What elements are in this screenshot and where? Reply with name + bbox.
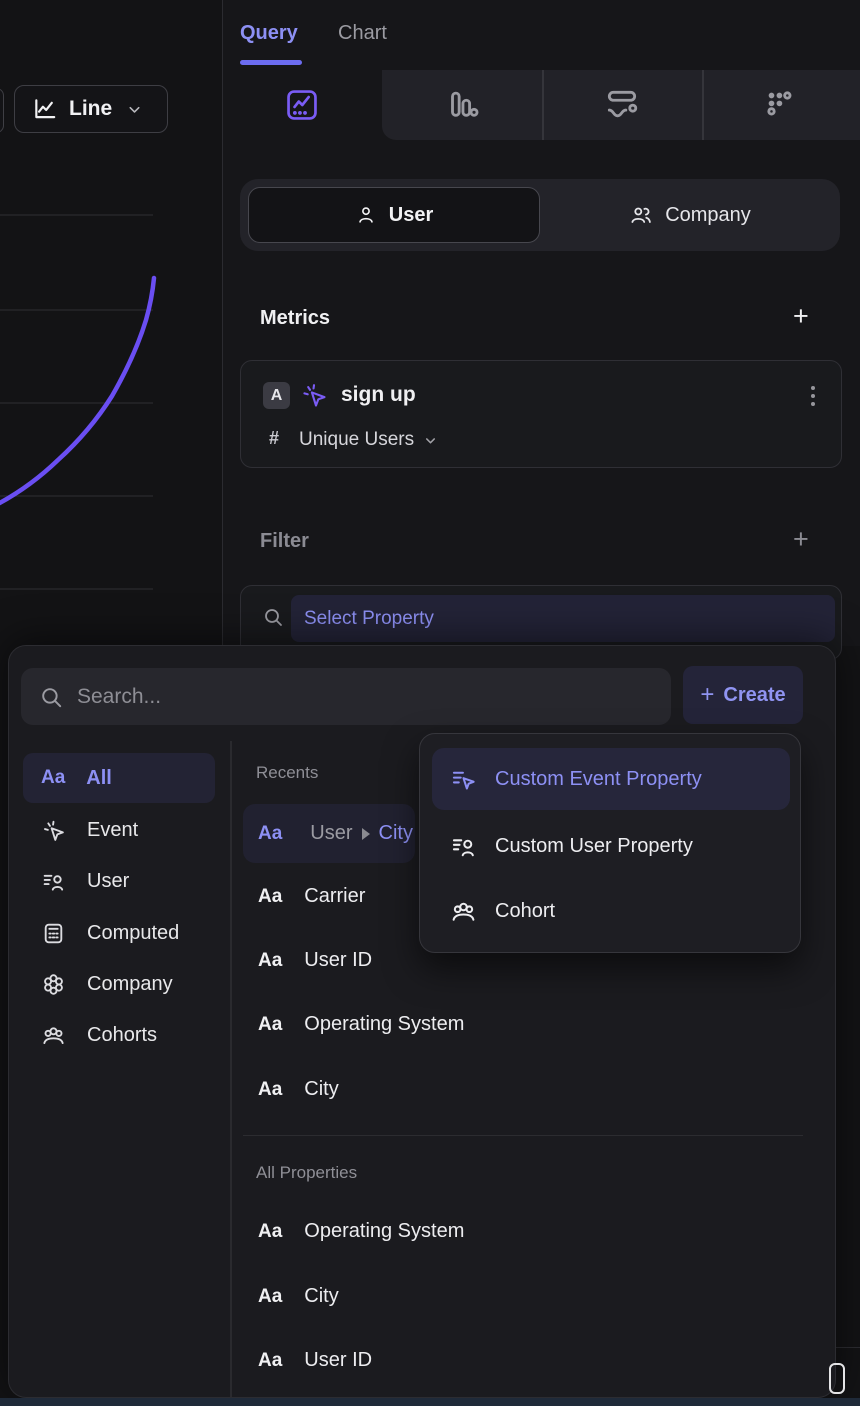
active-tab-underline	[240, 60, 302, 65]
metric-card[interactable]: A sign up # Unique Users	[240, 360, 842, 468]
cohorts-icon	[41, 1023, 66, 1048]
text-property-icon: Aa	[258, 1220, 283, 1242]
entity-toggle: User Company	[240, 179, 840, 251]
line-chart-preview	[0, 214, 157, 590]
picker-search-input[interactable]	[77, 684, 617, 709]
event-icon	[41, 818, 66, 843]
text-property-icon: Aa	[41, 767, 66, 788]
tab-chart[interactable]: Chart	[338, 22, 387, 44]
chart-type-button-label: Line	[69, 97, 113, 120]
category-all[interactable]: Aa All	[23, 753, 215, 803]
keyboard-shortcut-keycap-icon[interactable]	[829, 1363, 845, 1394]
text-property-icon: Aa	[258, 1349, 283, 1371]
create-menu-cohort[interactable]: Cohort	[432, 880, 790, 942]
user-property-icon	[41, 869, 66, 894]
recent-item[interactable]: Aa User ID	[258, 949, 373, 971]
property-item[interactable]: Aa User ID	[258, 1349, 373, 1371]
search-icon	[261, 605, 285, 629]
add-metric-button[interactable]: +	[793, 301, 809, 331]
text-property-icon: Aa	[258, 822, 283, 844]
text-property-icon: Aa	[258, 885, 283, 907]
recents-title: Recents	[256, 763, 319, 782]
text-property-icon: Aa	[258, 1285, 283, 1307]
background-panel-edge	[836, 1347, 860, 1348]
cohort-icon	[450, 898, 477, 925]
metric-options-kebab-icon[interactable]	[798, 381, 828, 411]
custom-user-property-icon	[450, 833, 477, 860]
insights-chart-type-icon[interactable]	[283, 86, 321, 124]
entity-toggle-user[interactable]: User	[248, 187, 540, 243]
recent-item-user-city[interactable]: Aa User City	[243, 804, 415, 863]
text-property-icon: Aa	[258, 1078, 283, 1100]
computed-icon	[41, 921, 66, 946]
chevron-down-icon	[423, 433, 438, 448]
entity-toggle-company-label: Company	[665, 203, 751, 226]
metric-series-badge: A	[263, 382, 290, 409]
create-menu-custom-user-property[interactable]: Custom User Property	[432, 815, 790, 877]
create-menu-custom-event-property[interactable]: Custom Event Property	[432, 748, 790, 810]
category-cohorts[interactable]: Cohorts	[23, 1010, 215, 1060]
add-filter-button[interactable]: +	[793, 524, 809, 554]
line-chart-icon	[32, 96, 58, 122]
property-item[interactable]: Aa Operating System	[258, 1220, 465, 1242]
company-cluster-icon	[41, 972, 66, 997]
create-menu-popup: Custom Event Property Custom User Proper…	[419, 733, 801, 953]
metrics-section-title: Metrics	[260, 307, 331, 329]
retention-chart-type-icon[interactable]	[762, 86, 800, 124]
bar-chart-type-icon[interactable]	[443, 86, 481, 124]
flows-chart-type-icon[interactable]	[603, 86, 641, 124]
search-icon	[38, 684, 64, 710]
plus-icon: +	[700, 681, 715, 708]
category-event[interactable]: Event	[23, 805, 215, 855]
text-property-icon: Aa	[258, 949, 283, 971]
property-picker-modal: + Create Aa All Event User Computed Comp…	[8, 645, 836, 1398]
recent-item[interactable]: Aa Operating System	[258, 1013, 465, 1035]
select-property-field[interactable]: Select Property	[291, 595, 835, 642]
chart-series-line	[0, 275, 157, 506]
metric-event-name[interactable]: sign up	[341, 383, 416, 406]
chart-type-tab-divider	[542, 70, 544, 140]
text-property-icon: Aa	[258, 1013, 283, 1035]
metric-aggregation[interactable]: Unique Users	[299, 429, 415, 450]
tab-query[interactable]: Query	[240, 22, 298, 44]
custom-event-property-icon	[450, 766, 477, 793]
picker-sidebar-divider	[230, 741, 232, 1397]
metric-count-symbol: #	[269, 428, 280, 448]
entity-toggle-user-label: User	[388, 203, 434, 226]
user-icon	[355, 204, 377, 226]
chart-type-tab-divider	[702, 70, 704, 140]
all-properties-title: All Properties	[256, 1163, 358, 1182]
category-user[interactable]: User	[23, 856, 215, 906]
event-icon	[300, 381, 328, 409]
category-company[interactable]: Company	[23, 959, 215, 1009]
chevron-down-icon	[126, 101, 143, 118]
property-item[interactable]: Aa City	[258, 1285, 339, 1307]
create-button[interactable]: + Create	[683, 666, 803, 724]
recent-item[interactable]: Aa City	[258, 1078, 339, 1100]
category-computed[interactable]: Computed	[23, 908, 215, 958]
bottom-edge-bar	[0, 1398, 860, 1406]
breadcrumb-arrow-icon	[361, 827, 370, 840]
company-users-icon	[629, 203, 653, 227]
recent-item[interactable]: Aa Carrier	[258, 885, 366, 907]
filter-section-title: Filter	[260, 530, 309, 552]
entity-toggle-company[interactable]: Company	[548, 187, 832, 243]
list-divider	[243, 1135, 803, 1136]
pane-divider	[222, 0, 224, 646]
picker-search-box[interactable]	[21, 668, 671, 725]
chart-type-line-button[interactable]: Line	[14, 85, 168, 133]
